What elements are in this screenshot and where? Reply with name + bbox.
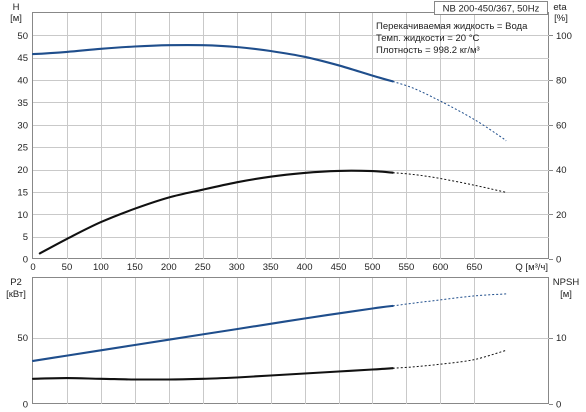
x-tick-label: 0 <box>30 262 35 273</box>
y-left-tick-label: 45 <box>17 53 28 64</box>
y-left-label-top-line1: H <box>13 2 20 13</box>
series-0-line <box>31 43 394 83</box>
x-tick-label: 350 <box>263 262 279 273</box>
y-right-label-top-line2: [%] <box>554 13 568 24</box>
x-tick-label: 50 <box>62 262 73 273</box>
bottom-grid <box>33 278 549 404</box>
x-tick-label: 200 <box>161 262 177 273</box>
title-box <box>434 1 548 15</box>
top-series <box>31 43 507 255</box>
x-tick-label: 600 <box>432 262 448 273</box>
series-1-extension <box>392 172 507 193</box>
bottom-plot-area <box>32 277 549 404</box>
bottom-y-right-ticks: 0 10 <box>549 333 567 411</box>
y-left-tick-label: 35 <box>17 98 28 109</box>
y-left-tick-label: 50 <box>17 31 28 42</box>
y-left-tick-label: 10 <box>17 210 28 221</box>
y-left-label-bottom-line2: [кВт] <box>6 289 26 300</box>
y-right-tick-label: 40 <box>556 165 567 176</box>
y-left-tick-label: 20 <box>17 165 28 176</box>
top-y-right-ticks: 0 20 40 60 80 100 <box>549 31 572 266</box>
x-tick-label: 150 <box>127 262 143 273</box>
top-panel: 0 5 10 15 20 25 30 35 40 45 50 0 20 40 60 80 100 0 50 100… <box>10 1 572 273</box>
bottom-y-left-ticks: 0 50 <box>17 333 28 410</box>
y-right-label-bottom-line1: NPSH <box>553 277 580 288</box>
x-tick-label: 250 <box>195 262 211 273</box>
y-left-tick-label: 0 <box>23 255 28 266</box>
x-tick-label: 100 <box>93 262 109 273</box>
x-tick-label: 550 <box>398 262 414 273</box>
annotation-temperature: Темп. жидкости = 20 °C <box>376 33 479 44</box>
series-0-line <box>31 304 394 362</box>
y-left-tick-label: 15 <box>17 187 28 198</box>
annotation-liquid: Перекачиваемая жидкость = Вода <box>376 21 528 32</box>
y-left-tick-label: 5 <box>23 232 28 243</box>
y-left-tick-label: 30 <box>17 120 28 131</box>
y-left-tick-label: 0 <box>23 400 28 411</box>
y-right-label-top-line1: eta <box>553 2 567 13</box>
y-left-label-bottom-line1: P2 <box>10 277 22 288</box>
y-right-tick-label: 10 <box>556 333 567 344</box>
x-tick-label: 650 <box>466 262 482 273</box>
top-grid <box>33 13 549 259</box>
x-tick-label: 300 <box>229 262 245 273</box>
series-1-extension <box>392 349 507 369</box>
series-1-line <box>38 169 394 255</box>
top-y-left-ticks: 0 5 10 15 20 25 30 35 40 45 50 <box>17 31 28 266</box>
y-left-label-top-line2: [м] <box>10 13 22 24</box>
y-right-tick-label: 60 <box>556 120 567 131</box>
y-right-label-bottom-line2: [м] <box>560 289 572 300</box>
y-right-tick-label: 20 <box>556 210 567 221</box>
chart-title: NB 200-450/367, 50Hz <box>443 4 540 15</box>
series-1-line <box>31 367 394 381</box>
x-tick-label: 500 <box>365 262 381 273</box>
y-right-tick-label: 0 <box>556 255 561 266</box>
y-left-tick-label: 40 <box>17 76 28 87</box>
bottom-series <box>31 293 507 381</box>
y-left-tick-label: 25 <box>17 143 28 154</box>
top-x-ticks: 0 50 100 150 200 250 300 350 400 450 500 550 600 650 <box>30 262 482 273</box>
y-right-tick-label: 0 <box>556 400 561 411</box>
bottom-panel: 0 50 0 10 P2 [кВт] NPSH [м] <box>6 277 579 411</box>
x-tick-label: 400 <box>297 262 313 273</box>
x-axis-label: Q [м³/ч] <box>515 262 548 273</box>
annotation-density: Плотность = 998.2 кг/м³ <box>376 45 480 56</box>
y-left-tick-label: 50 <box>17 333 28 344</box>
y-right-tick-label: 80 <box>556 76 567 87</box>
x-tick-label: 450 <box>331 262 347 273</box>
y-right-tick-label: 100 <box>556 31 572 42</box>
series-0-extension <box>392 293 507 307</box>
